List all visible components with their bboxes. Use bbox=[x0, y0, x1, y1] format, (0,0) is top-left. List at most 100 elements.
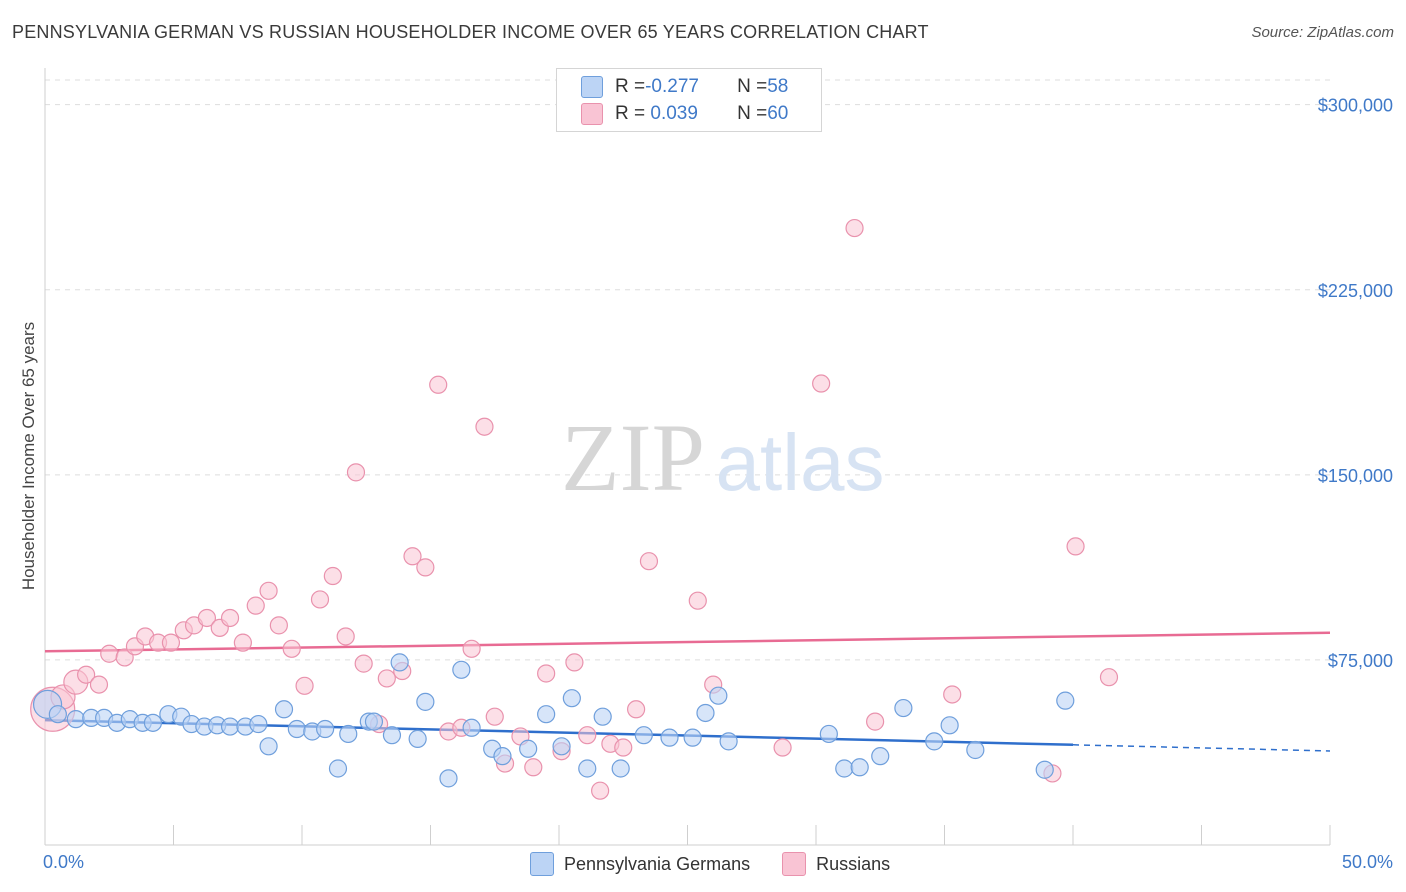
data-point-pennsylvania-germans bbox=[408, 729, 427, 748]
data-point-pennsylvania-germans bbox=[552, 737, 571, 756]
data-point-pennsylvania-germans bbox=[328, 759, 348, 778]
data-point-russians bbox=[1066, 537, 1085, 556]
data-point-russians bbox=[462, 639, 481, 658]
legend-r-value: 0.039 bbox=[645, 103, 698, 124]
correlation-legend: R = -0.277 N = 58 R = 0.039 N = 60 bbox=[556, 68, 822, 132]
data-point-pennsylvania-germans bbox=[274, 700, 294, 719]
data-point-russians bbox=[429, 375, 448, 394]
y-tick-label: $225,000 bbox=[1318, 281, 1393, 301]
y-tick-label: $300,000 bbox=[1318, 96, 1393, 116]
legend-swatch-blue bbox=[581, 76, 603, 98]
data-point-russians bbox=[688, 591, 707, 610]
data-point-russians bbox=[282, 639, 301, 658]
chart-title: PENNSYLVANIA GERMAN VS RUSSIAN HOUSEHOLD… bbox=[12, 22, 929, 42]
data-point-pennsylvania-germans bbox=[452, 660, 471, 679]
data-point-pennsylvania-germans bbox=[966, 740, 985, 760]
data-point-russians bbox=[943, 685, 962, 704]
trend-line-extension bbox=[1072, 744, 1331, 752]
data-point-russians bbox=[100, 644, 119, 663]
data-point-pennsylvania-germans bbox=[316, 719, 335, 739]
data-point-russians bbox=[246, 596, 265, 615]
data-point-pennsylvania-germans bbox=[696, 703, 715, 723]
data-point-russians bbox=[377, 669, 396, 688]
legend-swatch-pink bbox=[782, 852, 807, 876]
legend-series-name: Russians bbox=[816, 853, 891, 874]
data-point-pennsylvania-germans bbox=[382, 726, 402, 745]
data-point-russians bbox=[310, 590, 330, 609]
data-point-russians bbox=[565, 653, 584, 672]
data-point-russians bbox=[336, 627, 355, 646]
legend-r-value: -0.277 bbox=[645, 76, 699, 97]
x-tick-label-max: 50.0% bbox=[1341, 852, 1393, 872]
data-point-russians bbox=[845, 218, 864, 238]
legend-swatch-pink bbox=[581, 103, 603, 125]
data-point-pennsylvania-germans bbox=[562, 689, 581, 708]
data-point-russians bbox=[269, 616, 288, 635]
data-point-pennsylvania-germans bbox=[683, 728, 702, 747]
data-point-pennsylvania-germans bbox=[537, 705, 556, 724]
legend-n-value: 60 bbox=[767, 103, 789, 124]
data-point-russians bbox=[591, 781, 610, 800]
data-point-russians bbox=[259, 581, 278, 600]
data-point-pennsylvania-germans bbox=[634, 726, 653, 745]
legend-item-russians: Russians bbox=[782, 852, 890, 876]
data-point-russians bbox=[89, 675, 109, 694]
y-axis-label: Householder Income Over 65 years bbox=[19, 321, 38, 591]
legend-row-pink: R = 0.039 N = 60 bbox=[581, 102, 788, 126]
data-point-russians bbox=[626, 700, 646, 719]
series-pennsylvania-germans bbox=[32, 653, 1075, 788]
data-point-pennsylvania-germans bbox=[143, 713, 163, 732]
data-point-pennsylvania-germans bbox=[339, 724, 358, 744]
data-point-pennsylvania-germans bbox=[850, 758, 869, 777]
data-point-russians bbox=[197, 608, 217, 628]
data-point-pennsylvania-germans bbox=[894, 698, 913, 718]
data-point-pennsylvania-germans bbox=[493, 747, 512, 766]
legend-row-blue: R = -0.277 N = 58 bbox=[581, 75, 788, 99]
y-tick-labels: $75,000 $150,000 $225,000 $300,000 bbox=[1318, 96, 1393, 671]
data-point-russians bbox=[1099, 668, 1119, 687]
data-point-pennsylvania-germans bbox=[719, 732, 738, 751]
data-point-pennsylvania-germans bbox=[48, 705, 67, 724]
data-point-pennsylvania-germans bbox=[259, 737, 278, 756]
data-point-russians bbox=[416, 558, 435, 577]
legend-n-value: 58 bbox=[767, 76, 789, 97]
data-point-pennsylvania-germans bbox=[940, 716, 959, 735]
data-point-russians bbox=[323, 566, 342, 586]
trend-line-russians bbox=[44, 631, 1331, 653]
data-point-pennsylvania-germans bbox=[871, 747, 890, 766]
source-label: Source: ZipAtlas.com bbox=[1251, 24, 1394, 41]
data-point-pennsylvania-germans bbox=[416, 692, 435, 711]
data-point-russians bbox=[115, 648, 134, 667]
data-point-russians bbox=[578, 726, 597, 745]
data-point-russians bbox=[812, 374, 831, 393]
data-point-russians bbox=[233, 633, 252, 652]
legend-swatch-blue bbox=[530, 852, 554, 876]
data-point-pennsylvania-germans bbox=[439, 769, 458, 788]
data-point-pennsylvania-germans bbox=[364, 712, 384, 731]
data-point-pennsylvania-germans bbox=[1056, 691, 1075, 710]
series-legend: Pennsylvania Germans Russians bbox=[530, 852, 922, 876]
gridlines bbox=[45, 79, 1330, 661]
data-point-russians bbox=[161, 633, 181, 652]
data-point-pennsylvania-germans bbox=[660, 728, 679, 747]
data-point-russians bbox=[403, 547, 422, 566]
data-point-pennsylvania-germans bbox=[462, 718, 481, 737]
x-tick-label-min: 0.0% bbox=[43, 852, 85, 872]
data-point-pennsylvania-germans bbox=[1035, 760, 1054, 779]
data-point-pennsylvania-germans bbox=[390, 653, 409, 672]
data-point-russians bbox=[639, 552, 659, 571]
y-tick-label: $150,000 bbox=[1318, 466, 1393, 486]
data-point-pennsylvania-germans bbox=[835, 759, 854, 778]
legend-n-label: N = bbox=[737, 103, 768, 124]
legend-n-label: N = bbox=[737, 76, 768, 97]
data-point-pennsylvania-germans bbox=[287, 719, 306, 739]
data-point-pennsylvania-germans bbox=[578, 759, 597, 778]
data-point-pennsylvania-germans bbox=[611, 759, 630, 778]
data-point-russians bbox=[614, 738, 633, 757]
data-point-russians bbox=[77, 665, 96, 684]
data-point-pennsylvania-germans bbox=[249, 714, 268, 734]
legend-r-label: R = bbox=[615, 76, 646, 97]
data-point-pennsylvania-germans bbox=[593, 707, 612, 726]
legend-item-pennsylvania-germans: Pennsylvania Germans bbox=[530, 852, 750, 876]
legend-series-name: Pennsylvania Germans bbox=[564, 853, 751, 874]
